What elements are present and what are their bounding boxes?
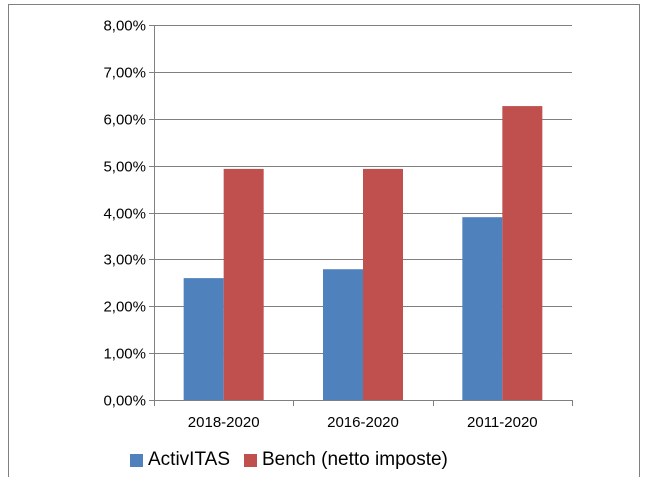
y-tick-label: 1,00% (103, 346, 146, 363)
y-tick-label: 7,00% (103, 65, 146, 82)
axes (149, 25, 573, 406)
bar-bench-2011-2020 (502, 106, 543, 400)
legend-label-activitas: ActivITAS (148, 449, 230, 470)
y-tick-label: 2,00% (103, 299, 146, 316)
y-tick-label: 5,00% (103, 159, 146, 176)
bar-activitas-2018-2020 (183, 278, 224, 400)
bar-bench-2018-2020 (223, 168, 264, 400)
legend-swatch-activitas (130, 453, 143, 467)
tick-labels: 0,00% 1,00% 2,00% 3,00% 4,00% 5,00% 6,00% 7,00%… (103, 18, 537, 432)
legend-item-bench: Bench (netto imposte) (244, 449, 448, 471)
bar-activitas-2016-2020 (323, 269, 363, 400)
legend: ActivITAS Bench (netto imposte) (130, 449, 462, 471)
legend-item-activitas: ActivITAS (130, 449, 230, 471)
x-tick-label: 2016-2020 (327, 414, 399, 431)
y-tick-label: 8,00% (103, 18, 146, 35)
y-tick-label: 0,00% (103, 393, 146, 410)
bar-bench-2016-2020 (363, 168, 403, 400)
bars (183, 106, 543, 400)
x-tick-label: 2011-2020 (467, 414, 538, 431)
legend-label-bench: Bench (netto imposte) (262, 449, 448, 470)
legend-swatch-bench (244, 453, 257, 467)
x-tick-label: 2018-2020 (188, 414, 260, 431)
y-tick-label: 6,00% (103, 112, 146, 129)
y-tick-label: 3,00% (103, 252, 146, 269)
y-tick-label: 4,00% (103, 206, 146, 223)
bar-activitas-2011-2020 (462, 217, 503, 400)
